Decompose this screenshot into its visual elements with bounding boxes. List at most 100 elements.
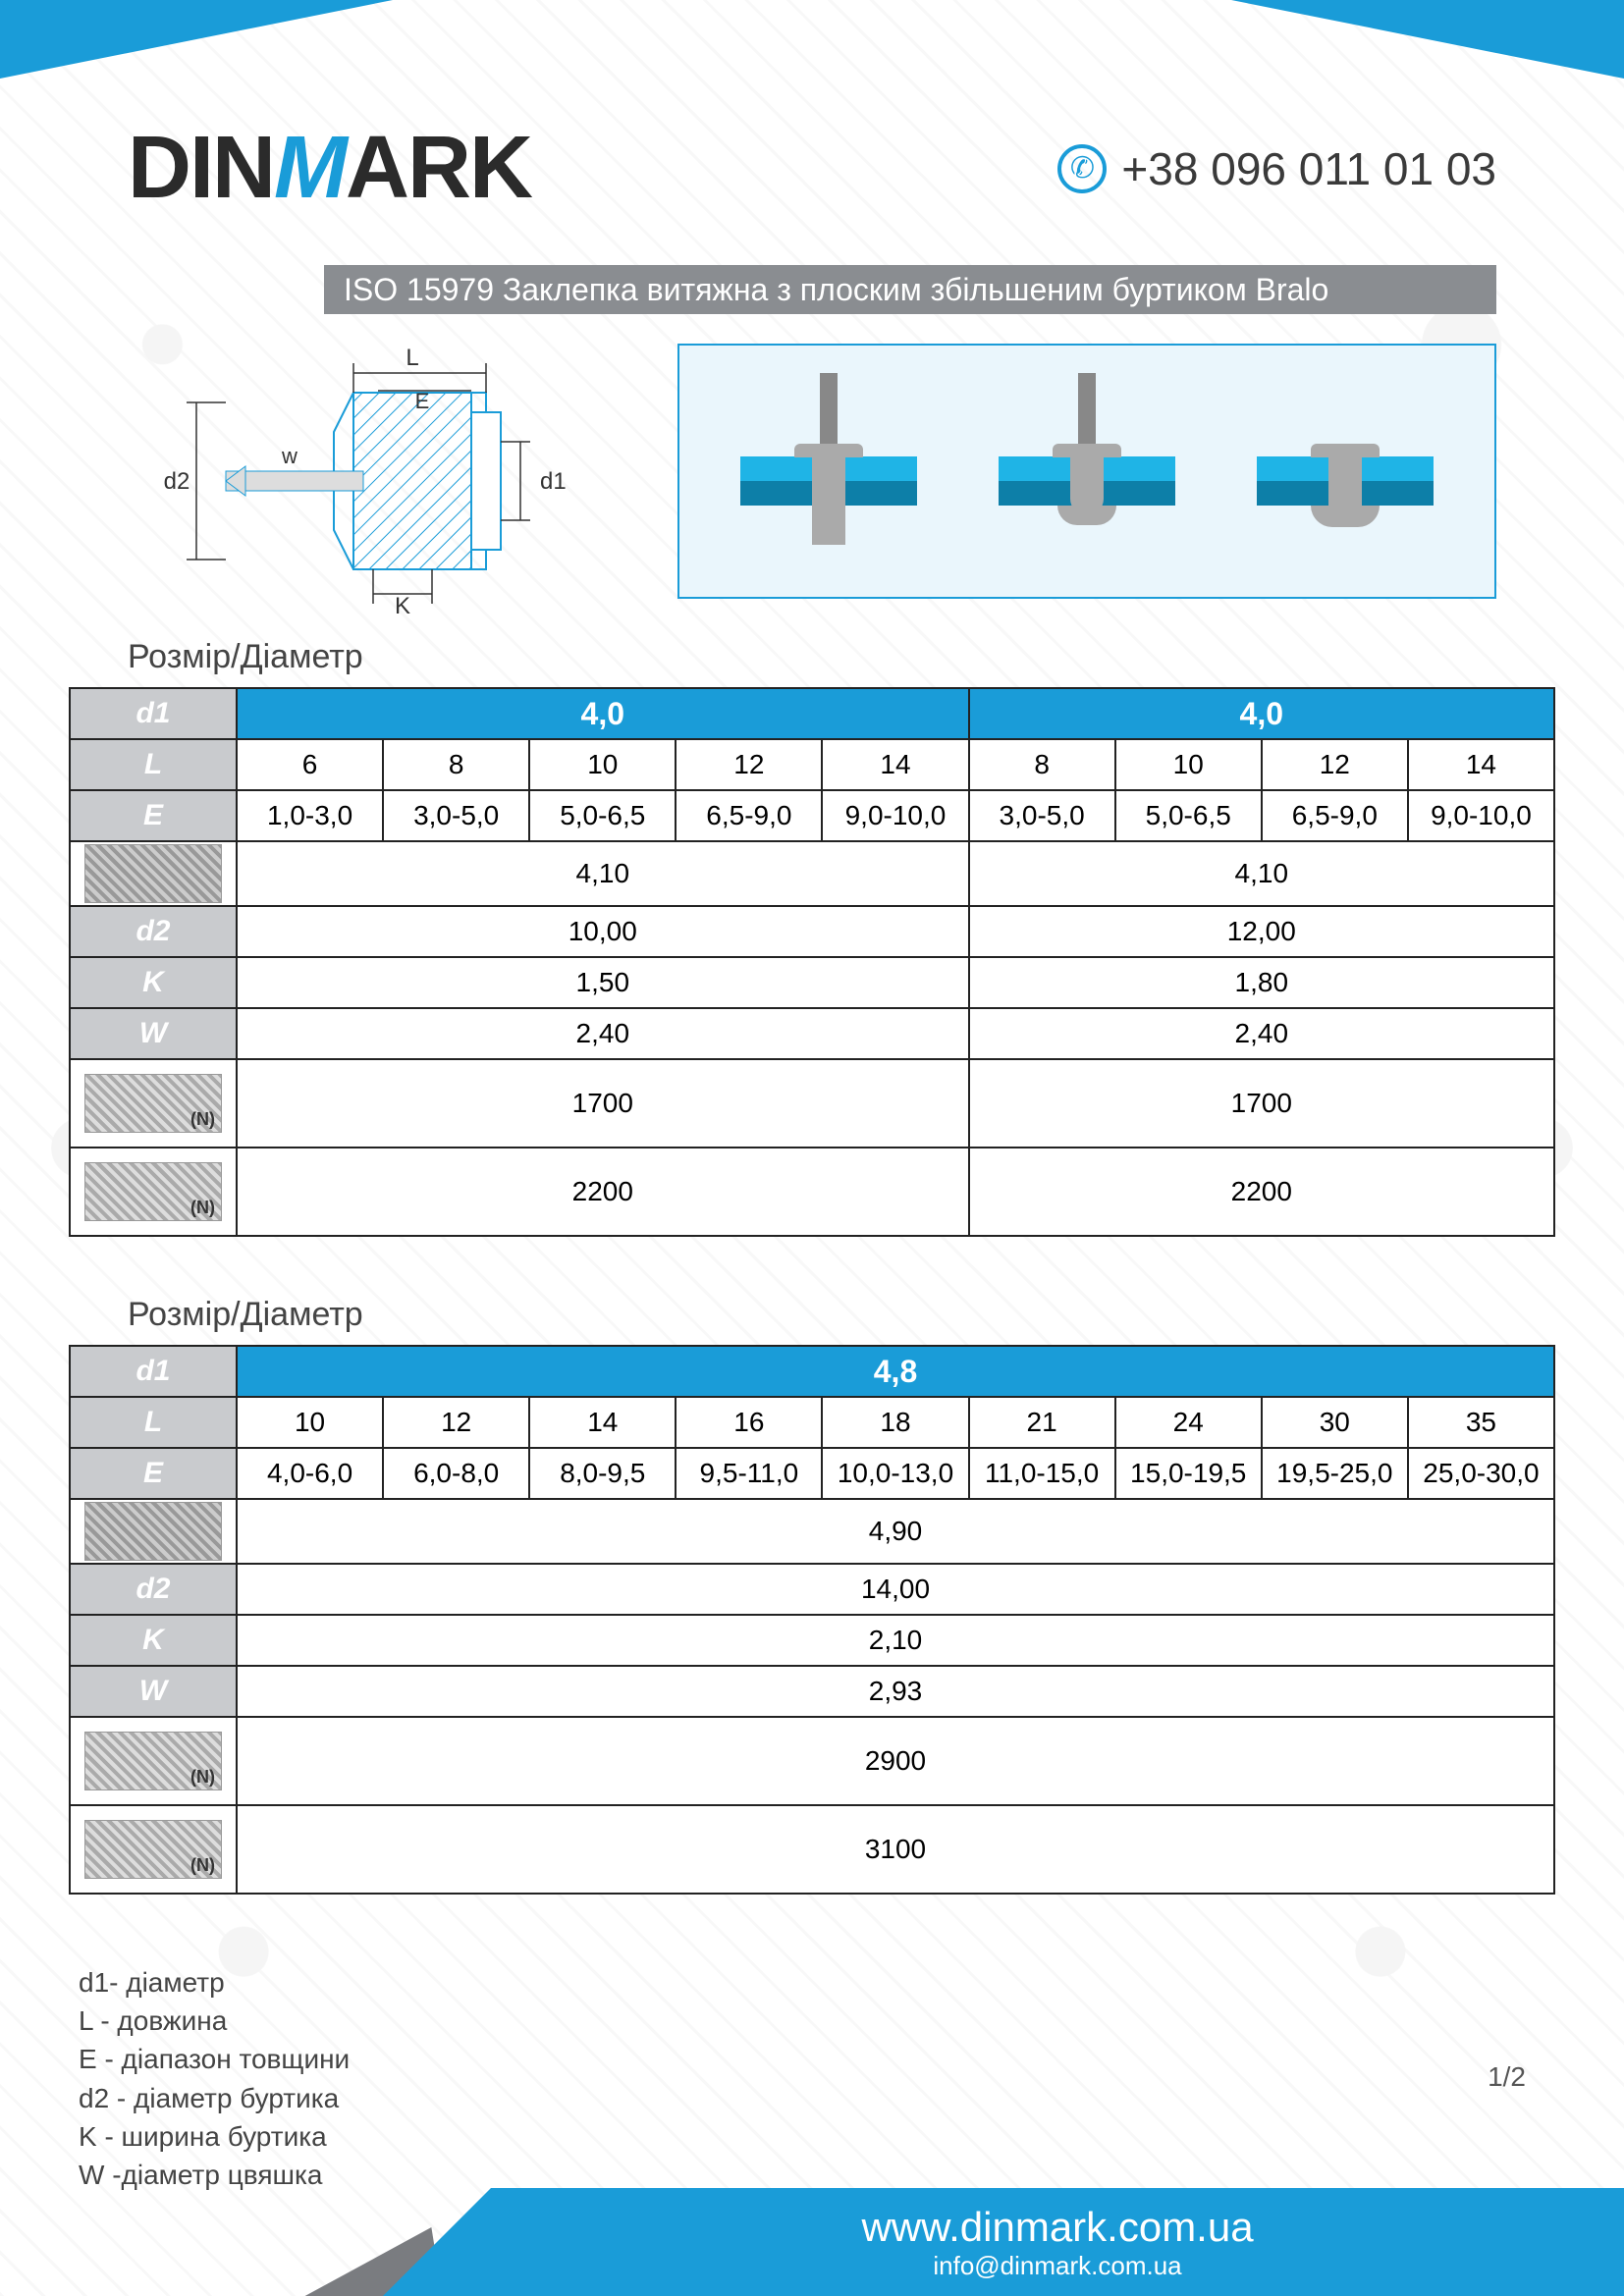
cell: 1,50: [237, 957, 969, 1008]
legend: d1- діаметр L - довжина E - діапазон тов…: [79, 1963, 350, 2194]
table-row-W: W 2,93: [70, 1666, 1554, 1717]
cell: 10: [1115, 739, 1262, 790]
rivet-stage-3: [1247, 373, 1443, 569]
cell: 4,90: [237, 1499, 1554, 1564]
table-row-E: E 4,0-6,0 6,0-8,0 8,0-9,5 9,5-11,0 10,0-…: [70, 1448, 1554, 1499]
shear-icon: (N): [70, 1059, 237, 1148]
legend-item: K - ширина буртика: [79, 2117, 350, 2156]
legend-item: L - довжина: [79, 2002, 350, 2040]
cell: 9,0-10,0: [822, 790, 968, 841]
header: DINMARK ✆ +38 096 011 01 03: [128, 118, 1496, 219]
logo-text-pre: DIN: [128, 119, 274, 217]
cell: 3100: [237, 1805, 1554, 1894]
cell: 12: [383, 1397, 529, 1448]
cell: 14: [1408, 739, 1554, 790]
table-row-K: K 2,10: [70, 1615, 1554, 1666]
cell: 10,00: [237, 906, 969, 957]
table-row-tensile: (N) 3100: [70, 1805, 1554, 1894]
cell: 15,0-19,5: [1115, 1448, 1262, 1499]
cell: 3,0-5,0: [969, 790, 1115, 841]
row-label-d1: d1: [70, 1346, 237, 1397]
cell: 21: [969, 1397, 1115, 1448]
cell: 3,0-5,0: [383, 790, 529, 841]
cell: 12: [676, 739, 822, 790]
row-label-d1: d1: [70, 688, 237, 739]
cell: 4,10: [237, 841, 969, 906]
row-label-E: E: [70, 1448, 237, 1499]
cell: 2,40: [969, 1008, 1554, 1059]
cell: 4,0-6,0: [237, 1448, 383, 1499]
phone-block: ✆ +38 096 011 01 03: [1057, 142, 1496, 195]
cell: 9,5-11,0: [676, 1448, 822, 1499]
logo: DINMARK: [128, 118, 531, 219]
diagrams-row: L E d2 d1 K w: [128, 344, 1496, 618]
d1-val-1: 4,0: [237, 688, 969, 739]
cell: 6,5-9,0: [676, 790, 822, 841]
cell: 24: [1115, 1397, 1262, 1448]
dim-label-d2: d2: [164, 468, 190, 495]
table-row-drill: 4,90: [70, 1499, 1554, 1564]
row-label-W: W: [70, 1666, 237, 1717]
logo-text-post: ARK: [346, 119, 531, 217]
cell: 14: [529, 1397, 676, 1448]
footer-email: info@dinmark.com.ua: [933, 2251, 1181, 2281]
table-row-W: W 2,40 2,40: [70, 1008, 1554, 1059]
spec-table-2: d1 4,8 L 10 12 14 16 18 21 24 30 35 E 4,…: [69, 1345, 1555, 1895]
legend-item: d2 - діаметр буртика: [79, 2079, 350, 2117]
row-label-W: W: [70, 1008, 237, 1059]
cell: 1700: [237, 1059, 969, 1148]
cell: 8,0-9,5: [529, 1448, 676, 1499]
table-row-L: L 10 12 14 16 18 21 24 30 35: [70, 1397, 1554, 1448]
table-row-drill: 4,10 4,10: [70, 841, 1554, 906]
cell: 8: [383, 739, 529, 790]
page: DINMARK ✆ +38 096 011 01 03 ISO 15979 За…: [0, 0, 1624, 2296]
cell: 12,00: [969, 906, 1554, 957]
table-row-K: K 1,50 1,80: [70, 957, 1554, 1008]
row-label-d2: d2: [70, 906, 237, 957]
logo-text-m: M: [274, 119, 346, 217]
dim-label-L: L: [406, 345, 418, 371]
row-label-K: K: [70, 1615, 237, 1666]
tech-drawing-svg: L E d2 d1 K w: [128, 344, 619, 618]
section1-title: Розмір/Діаметр: [128, 638, 363, 676]
cell: 1,0-3,0: [237, 790, 383, 841]
footer: www.dinmark.com.ua info@dinmark.com.ua: [0, 2168, 1624, 2296]
legend-item: d1- діаметр: [79, 1963, 350, 2002]
cell: 16: [676, 1397, 822, 1448]
cell: 10: [529, 739, 676, 790]
table-row-d1: d1 4,8: [70, 1346, 1554, 1397]
row-label-L: L: [70, 1397, 237, 1448]
cell: 10,0-13,0: [822, 1448, 968, 1499]
cell: 2200: [969, 1148, 1554, 1236]
title-text: ISO 15979 Заклепка витяжна з плоским збі…: [344, 272, 1328, 308]
cell: 2200: [237, 1148, 969, 1236]
rivet-stage-2: [989, 373, 1185, 569]
cell: 1700: [969, 1059, 1554, 1148]
cell: 14: [822, 739, 968, 790]
rivet-stage-1: [731, 373, 927, 569]
dim-label-W: w: [281, 444, 298, 468]
table-row-shear: (N) 2900: [70, 1717, 1554, 1805]
phone-icon: ✆: [1057, 144, 1107, 193]
table-row-tensile: (N) 2200 2200: [70, 1148, 1554, 1236]
title-bar: ISO 15979 Заклепка витяжна з плоским збі…: [324, 265, 1496, 314]
row-label-K: K: [70, 957, 237, 1008]
footer-band: www.dinmark.com.ua info@dinmark.com.ua: [491, 2188, 1624, 2296]
cell: 19,5-25,0: [1262, 1448, 1408, 1499]
cell: 2,10: [237, 1615, 1554, 1666]
row-label-d2: d2: [70, 1564, 237, 1615]
cell: 6,5-9,0: [1262, 790, 1408, 841]
d1-val: 4,8: [237, 1346, 1554, 1397]
table-row-L: L 6 8 10 12 14 8 10 12 14: [70, 739, 1554, 790]
drill-icon: [70, 841, 237, 906]
cell: 18: [822, 1397, 968, 1448]
technical-drawing: L E d2 d1 K w: [128, 344, 619, 618]
spec-table-1: d1 4,0 4,0 L 6 8 10 12 14 8 10 12 14 E 1…: [69, 687, 1555, 1237]
row-label-E: E: [70, 790, 237, 841]
table-row-d2: d2 10,00 12,00: [70, 906, 1554, 957]
cell: 12: [1262, 739, 1408, 790]
shear-icon: (N): [70, 1717, 237, 1805]
decor-triangle-top-right: [1231, 0, 1624, 79]
drill-icon: [70, 1499, 237, 1564]
cell: 14,00: [237, 1564, 1554, 1615]
